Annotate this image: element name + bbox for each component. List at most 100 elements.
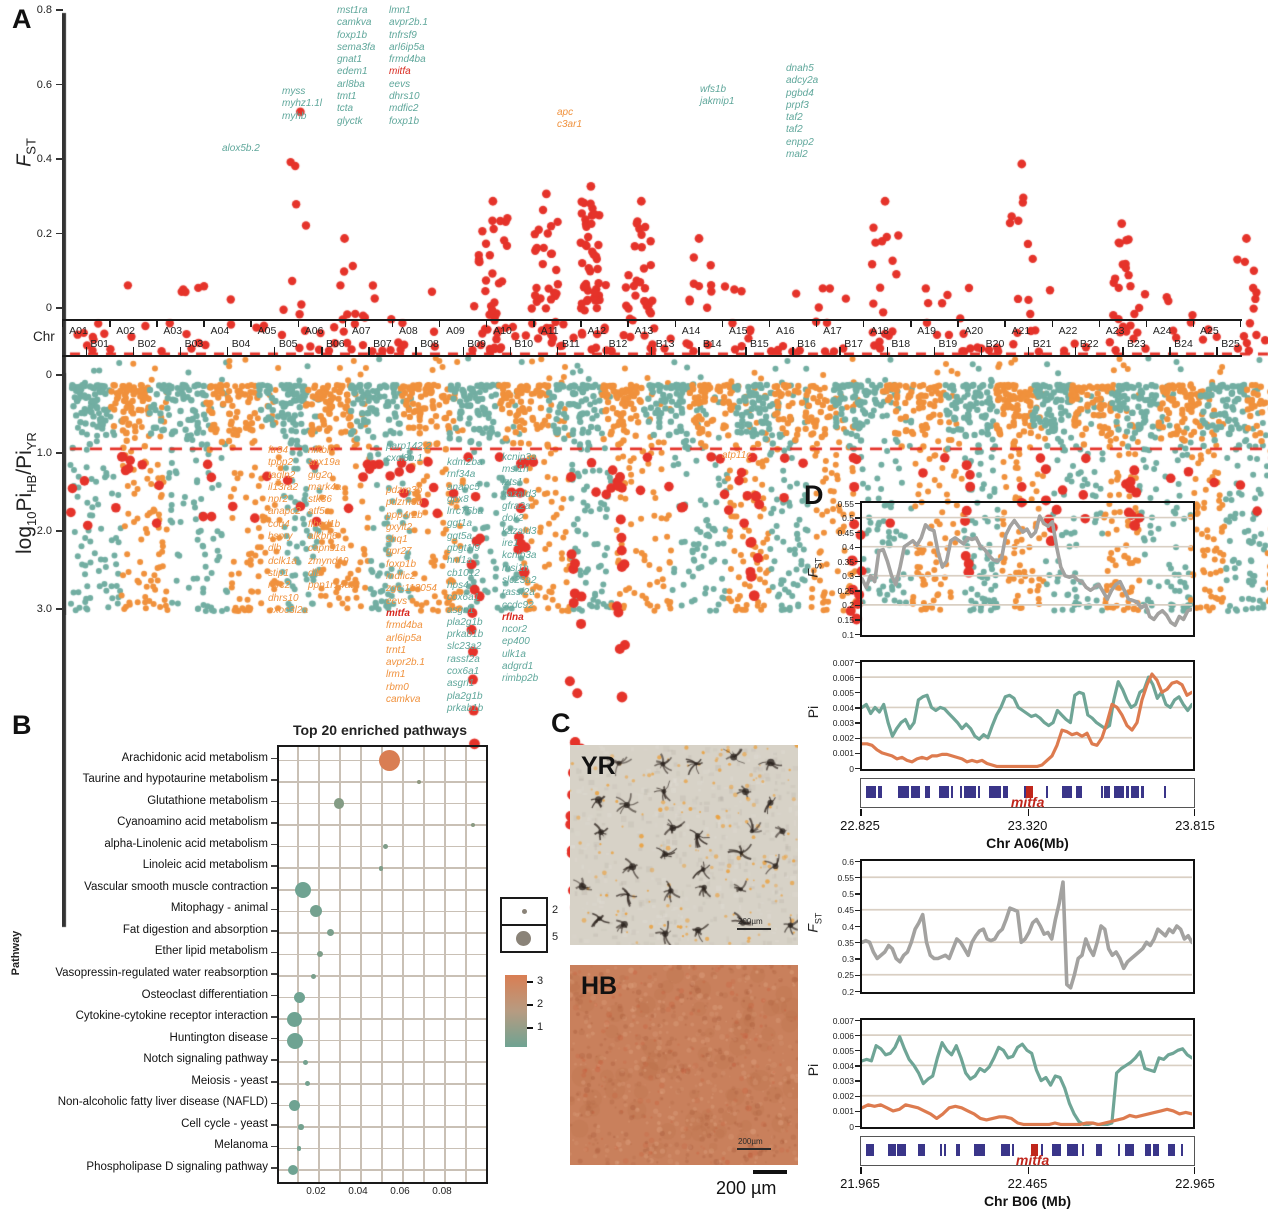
gene-block (1104, 786, 1110, 798)
gene-block (960, 786, 963, 798)
pathway-xtick-label: 0.08 (432, 1186, 452, 1197)
gene-block (1082, 1144, 1085, 1156)
chr-label-b: B03 (184, 338, 204, 350)
pathway-tick (271, 1145, 277, 1148)
fst-ytick-label: 0.2 (36, 227, 52, 240)
ytick-label-fst_b06: 0.45 (837, 905, 854, 916)
gene-label: ppp1r14aa (308, 580, 356, 592)
ytick-label-fst_a06: 0.3 (842, 571, 854, 582)
pathway-dot (382, 844, 388, 850)
gene-label: tcta (337, 103, 354, 115)
chr-label-b: B08 (420, 338, 439, 350)
gene-block (897, 1144, 906, 1156)
pathway-name: Osteoclast differentiation (141, 988, 268, 1001)
ytick-label-fst_a06: 0.35 (837, 556, 854, 567)
size-legend-dot-small (521, 909, 527, 914)
gene-label-group: wfs1b jakmip1 (700, 84, 734, 109)
chr-axis-bottom-line (62, 355, 1242, 357)
gene-label: kcnip3a (502, 452, 537, 463)
chr-tick-top (250, 319, 252, 327)
ytick-mark (855, 925, 860, 928)
gene-block (865, 1144, 874, 1156)
chr-label-a: A21 (1011, 325, 1031, 337)
chr-label-a: A01 (69, 325, 88, 337)
gene-label: gxylt2 (386, 521, 413, 533)
gene-block (1040, 1144, 1043, 1156)
pathway-dot (309, 905, 322, 918)
ytick-mark (855, 1095, 860, 1097)
ytick-mark (855, 722, 860, 724)
chr-label-a: A10 (493, 325, 512, 337)
pathway-tick (271, 865, 277, 868)
gene-block (1144, 1144, 1151, 1156)
pathway-tick (271, 908, 277, 911)
grid-line (279, 1039, 486, 1042)
chr-label-b: B09 (467, 338, 486, 350)
ytick-label-fst_b06: 0.2 (842, 986, 854, 997)
ytick-label-fst_a06: 0.4 (842, 542, 854, 553)
pi-ytick-label: 3.0 (36, 603, 52, 615)
pathway-tick (271, 887, 277, 889)
gene-label-group: parp142.2 cxcl8b.1 (386, 441, 431, 466)
ytick-mark (855, 517, 860, 519)
gene-block (955, 1144, 961, 1156)
pathway-name: Glutathione metabolism (147, 794, 268, 807)
grid-line (423, 747, 425, 1182)
ytick-mark (855, 860, 860, 863)
hb-scalebar (737, 1148, 771, 1150)
pathway-tick (271, 1037, 277, 1040)
gene-label-group: myss myhz1.1l myhb (282, 86, 322, 123)
chr-tick-bottom (603, 347, 606, 355)
pathway-name: Taurine and hypotaurine metabolism (82, 773, 268, 786)
pi-line-chart-b06 (860, 1018, 1195, 1129)
gene-label: myss (282, 86, 306, 97)
chr-tick-top (815, 319, 818, 327)
chr-tick-bottom (886, 347, 888, 355)
size-legend-dot-large (516, 930, 531, 946)
pathway-name: Vascular smooth muscle contraction (84, 880, 268, 893)
gene-label-group: pdzrn3b pdzrn3b ppp4r2b gxylt2 shq1 gpr27 foxp… (386, 485, 437, 706)
gene-label: mark4a (308, 481, 342, 493)
pathway-tick (271, 1016, 277, 1018)
gene-block (1125, 786, 1130, 798)
x-tick-label: 23.815 (1175, 818, 1215, 833)
pi_a06-svg (860, 672, 1194, 769)
ytick-label-fst_b06: 0.6 (842, 856, 854, 867)
chr-tick-bottom (321, 347, 323, 355)
chr-tick-bottom (980, 347, 983, 355)
gene-label: coq4 (268, 518, 290, 530)
series-YR (860, 675, 1194, 741)
series-HB (860, 672, 1194, 769)
grid-line (279, 845, 486, 848)
chr-label-a: A23 (1105, 325, 1125, 337)
ytick-mark (855, 561, 860, 563)
grid-line (279, 1104, 486, 1107)
chr-label-a: A25 (1200, 325, 1219, 337)
gene-block (950, 786, 953, 798)
pathway-tick (271, 779, 277, 781)
pathway-tick (271, 1059, 277, 1061)
gene-label: pdzrn3b (386, 485, 423, 496)
gene-label: prkab1b (447, 702, 484, 714)
grid-line (339, 747, 341, 1182)
ytick-label-pi_a06: 0.004 (832, 702, 854, 713)
fst-line-chart-b06 (860, 859, 1195, 994)
pathway-dot (416, 779, 422, 785)
pathway-dot (302, 1059, 308, 1065)
grid-line (279, 953, 486, 956)
chr-tick-bottom (1216, 347, 1218, 355)
ytick-label-pi_a06: 0 (849, 763, 854, 774)
chr-tick-bottom (745, 347, 747, 355)
pi-ytick-label: 2.0 (36, 525, 52, 537)
ytick-label-fst_b06: 0.35 (837, 937, 854, 948)
chr-axis-title: Chr (33, 329, 55, 344)
yr-image-tag: YR (581, 752, 616, 780)
x-tick-mark (1193, 1167, 1195, 1174)
gene-label-group: ftr84 tppp2 tagln2 il13ra2 npr2 anapc2 coq4 bsp… (268, 445, 308, 617)
gene-label: parp142.2 (386, 441, 432, 452)
gene-block (1002, 786, 1008, 798)
chr-tick-top (533, 319, 535, 327)
x-tick-label: 23.320 (1007, 818, 1048, 833)
pathway-tick (271, 930, 277, 932)
